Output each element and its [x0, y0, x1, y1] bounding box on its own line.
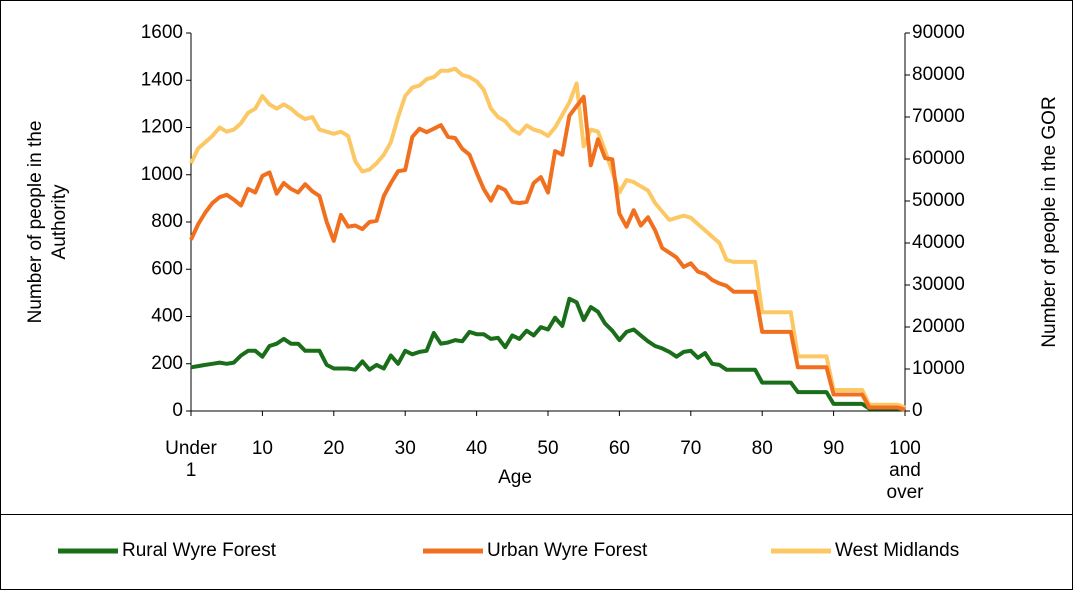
- y-tick-label: 600: [151, 258, 183, 279]
- y2-tick-label: 30000: [912, 274, 965, 295]
- y2-tick-label: 0: [912, 400, 923, 421]
- y-tick-label: 800: [151, 211, 183, 232]
- x-tick-label: 10: [252, 438, 273, 459]
- x-tick-label: 30: [395, 438, 416, 459]
- x-tick-label: 40: [466, 438, 487, 459]
- y-tick-label: 1200: [141, 117, 183, 138]
- x-tick-label: 70: [680, 438, 701, 459]
- y-tick-label: 0: [172, 400, 183, 421]
- x-tick-label: 80: [752, 438, 773, 459]
- y2-tick-label: 20000: [912, 316, 965, 337]
- legend-label: Rural Wyre Forest: [122, 540, 277, 561]
- y-axis-title: Number of people in the Authority: [25, 121, 70, 324]
- y2-tick-label: 90000: [912, 22, 965, 43]
- y2-tick-label: 60000: [912, 148, 965, 169]
- x-axis-title: Age: [498, 467, 532, 488]
- y-tick-label: 200: [151, 353, 183, 374]
- x-tick-label: 50: [537, 438, 558, 459]
- legend-label: West Midlands: [835, 540, 959, 561]
- x-tick-label: 20: [323, 438, 344, 459]
- y-tick-label: 400: [151, 306, 183, 327]
- x-tick-label: 90: [823, 438, 844, 459]
- series-line: [189, 66, 906, 410]
- x-tick-label: 100 and over: [887, 438, 925, 503]
- y-tick-label: 1000: [141, 164, 183, 185]
- y2-axis-title: Number of people in the GOR: [1039, 96, 1060, 347]
- y2-tick-label: 50000: [912, 190, 965, 211]
- series-line: [189, 94, 906, 412]
- legend-label: Urban Wyre Forest: [487, 540, 648, 561]
- y2-tick-label: 70000: [912, 106, 965, 127]
- x-tick-label: 60: [609, 438, 630, 459]
- y2-tick-label: 80000: [912, 64, 965, 85]
- y-tick-label: 1400: [141, 69, 183, 90]
- series-line: [190, 296, 906, 412]
- x-tick-label: Under 1: [165, 438, 217, 481]
- y-tick-label: 1600: [141, 22, 183, 43]
- y2-tick-label: 40000: [912, 232, 965, 253]
- y2-tick-label: 10000: [912, 358, 965, 379]
